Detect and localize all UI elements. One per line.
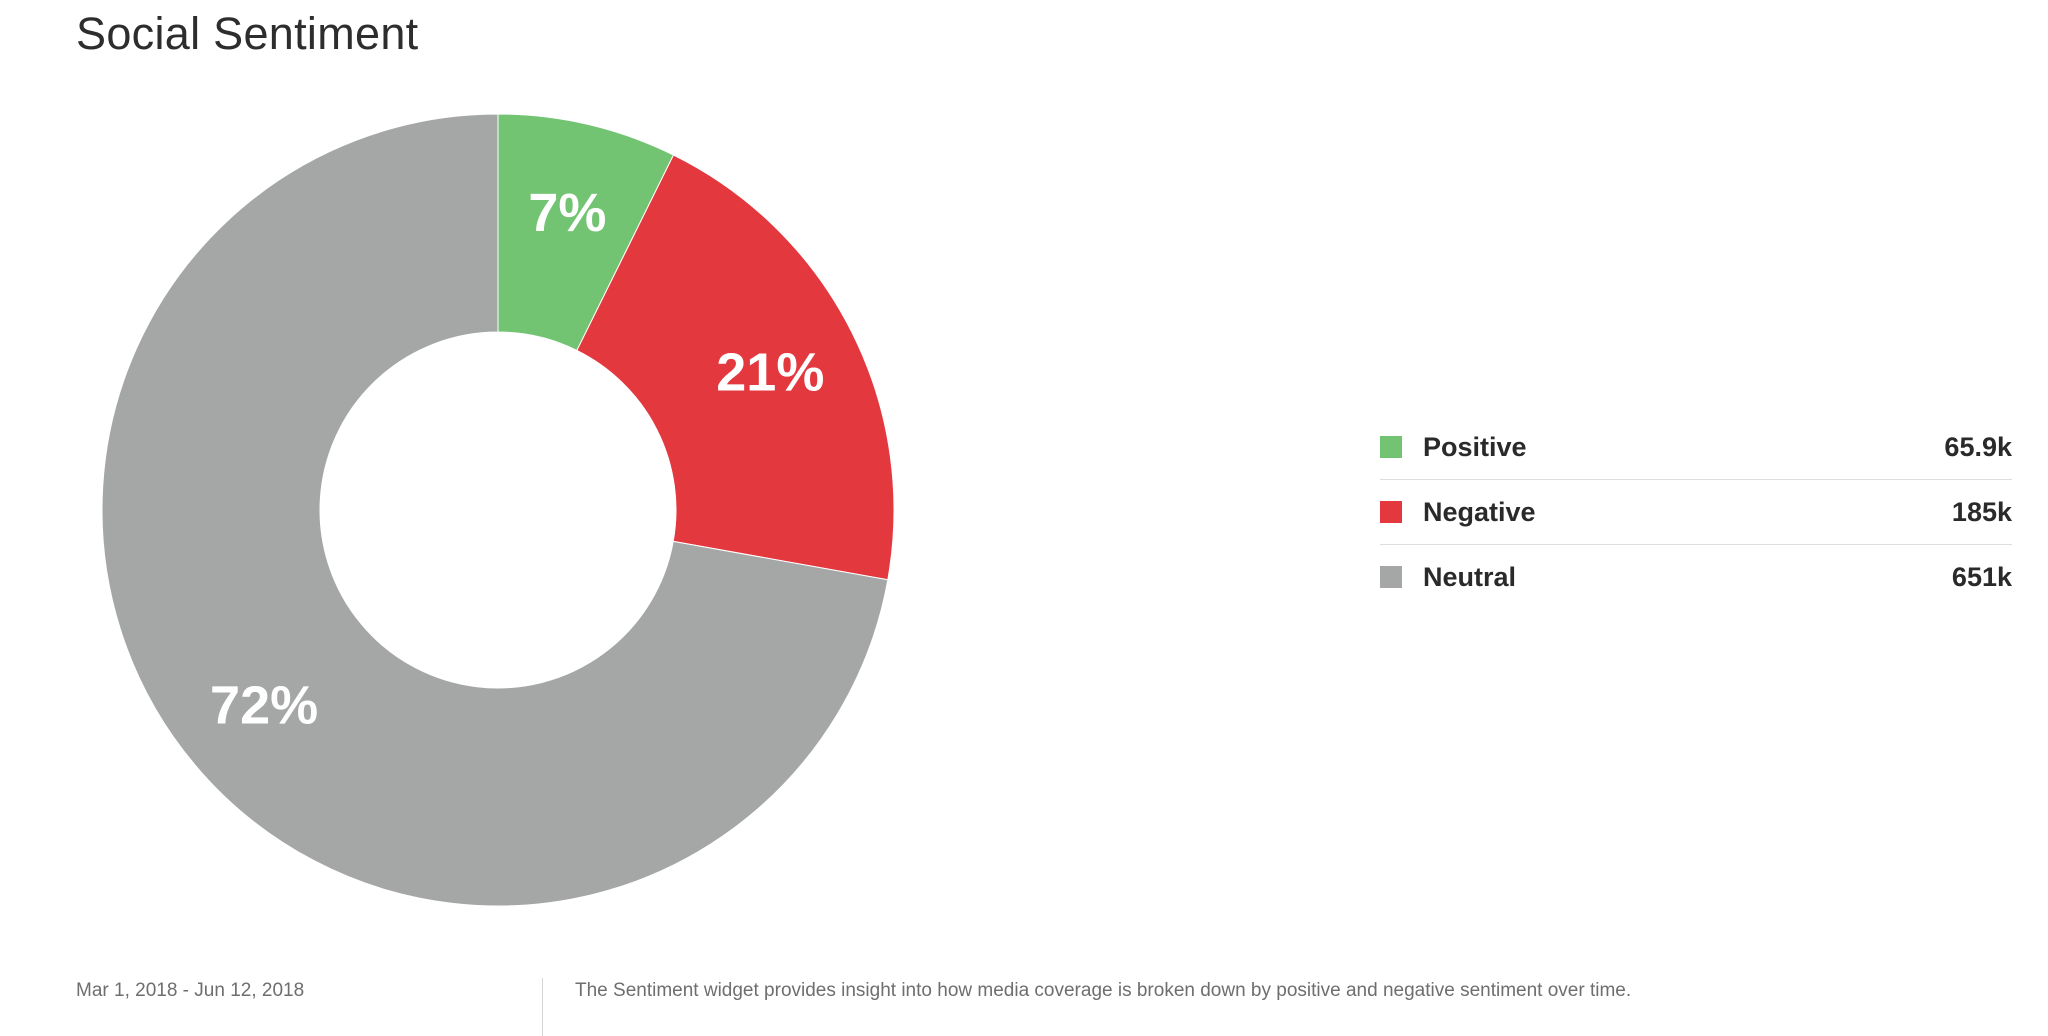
legend-label: Negative xyxy=(1423,496,1536,527)
donut-slice-neutral[interactable] xyxy=(101,113,889,907)
legend-item-positive[interactable]: Positive 65.9k xyxy=(1380,415,2012,480)
legend: Positive 65.9k Negative 185k Neutral 651… xyxy=(1380,415,2012,609)
slice-percent-label-negative: 21% xyxy=(716,343,824,403)
legend-item-neutral[interactable]: Neutral 651k xyxy=(1380,545,2012,609)
legend-value: 185k xyxy=(1951,496,2012,527)
legend-swatch-neutral xyxy=(1380,566,1402,588)
legend-swatch-positive xyxy=(1380,436,1402,458)
legend-label: Positive xyxy=(1423,431,1527,462)
donut-chart: 7% 21% 72% xyxy=(101,113,895,907)
widget-description: The Sentiment widget provides insight in… xyxy=(575,980,1632,1001)
date-range: Mar 1, 2018 - Jun 12, 2018 xyxy=(76,980,305,1001)
donut-slice-negative[interactable] xyxy=(576,154,895,581)
legend-item-negative[interactable]: Negative 185k xyxy=(1380,480,2012,545)
slice-percent-label-positive: 7% xyxy=(528,183,606,243)
legend-label: Neutral xyxy=(1423,561,1517,592)
legend-value: 651k xyxy=(1951,561,2012,592)
slice-percent-label-neutral: 72% xyxy=(210,676,318,736)
page-title: Social Sentiment xyxy=(76,8,419,59)
footer-divider xyxy=(542,978,543,1036)
legend-swatch-negative xyxy=(1380,501,1402,523)
legend-value: 65.9k xyxy=(1944,431,2012,462)
